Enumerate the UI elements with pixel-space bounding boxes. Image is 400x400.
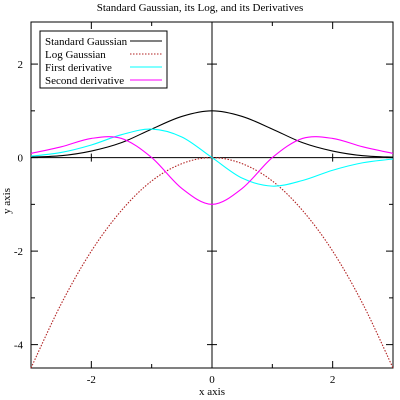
series-line-standard-gaussian xyxy=(30,110,394,158)
y-axis-label: y axis xyxy=(1,188,13,214)
x-tick-label: 0 xyxy=(209,374,215,386)
series-layer xyxy=(30,110,394,369)
axes-layer: -2 0 2 -4 -2 0 2 xyxy=(14,22,394,386)
x-axis-label: x axis xyxy=(199,386,225,398)
legend-label-log-gaussian: Log Gaussian xyxy=(45,49,106,61)
chart-title: Standard Gaussian, its Log, and its Deri… xyxy=(97,2,304,14)
legend-label-second-derivative: Second derivative xyxy=(45,75,124,87)
x-tick-label: 2 xyxy=(330,374,336,386)
legend-label-first-derivative: First derivative xyxy=(45,62,112,74)
series-line-first-derivative xyxy=(30,128,394,187)
legend-label-standard-gaussian: Standard Gaussian xyxy=(45,36,128,48)
x-tick-label: -2 xyxy=(87,374,96,386)
y-tick-label: -2 xyxy=(14,246,23,258)
series-line-second-derivative xyxy=(30,136,394,205)
y-tick-label: -4 xyxy=(14,340,24,352)
y-tick-label: 2 xyxy=(18,59,24,71)
y-tick-label: 0 xyxy=(18,153,24,165)
